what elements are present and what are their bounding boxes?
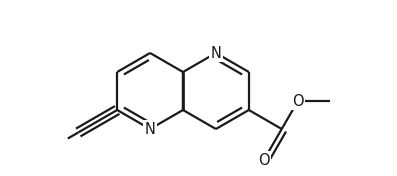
Text: O: O — [292, 93, 304, 109]
Text: O: O — [258, 153, 270, 168]
Text: N: N — [210, 46, 222, 61]
Text: N: N — [145, 121, 156, 137]
